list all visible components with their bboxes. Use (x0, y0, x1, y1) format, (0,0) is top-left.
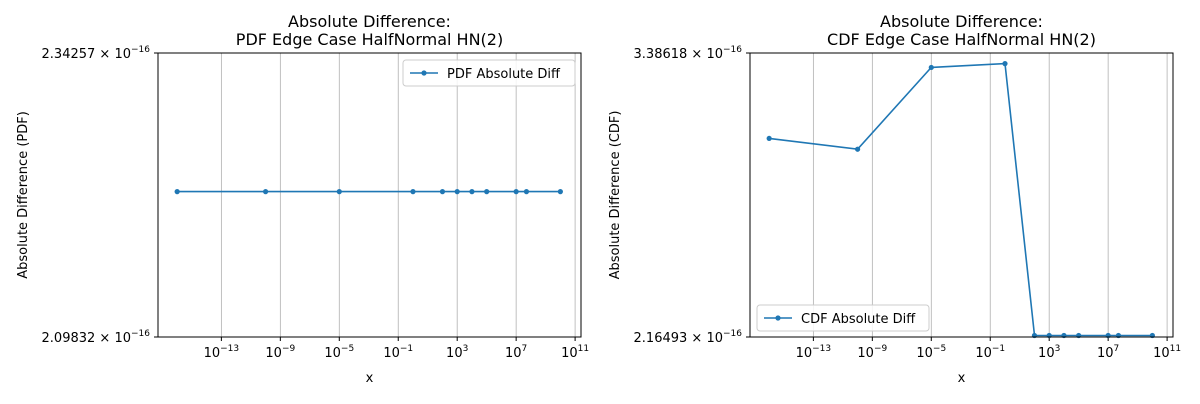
chart-title-line1: Absolute Difference: (880, 12, 1043, 31)
x-tick-label: 107 (1097, 344, 1119, 361)
data-point (174, 189, 180, 195)
data-point (766, 135, 772, 142)
x-tick-label: 1011 (1153, 344, 1181, 361)
y-tick-label: 2.09832 × 10−16 (42, 329, 151, 346)
data-point (1002, 61, 1008, 67)
legend-box (402, 59, 576, 87)
x-tick-label: 10−5 (916, 344, 946, 361)
y-tick-label-mantissa: 3.38618 × 10 (634, 47, 723, 62)
x-tick-label-exponent: 3 (1055, 344, 1061, 354)
x-tick-label: 10−1 (975, 344, 1005, 361)
chart-title-line1: Absolute Difference: (288, 12, 451, 31)
x-tick-label-mantissa: 10 (324, 346, 341, 361)
x-tick-label-mantissa: 10 (796, 346, 813, 361)
x-tick-label: 103 (446, 344, 468, 361)
x-tick-label: 1011 (561, 344, 589, 361)
plot-area-frame (749, 52, 1174, 338)
y-tick-label: 2.16493 × 10−16 (634, 329, 743, 346)
y-tick-label-mantissa: 2.09832 × 10 (42, 331, 131, 346)
data-point (439, 189, 446, 195)
data-point (557, 189, 563, 195)
legend-box (756, 304, 930, 332)
x-tick-label: 10−1 (383, 344, 413, 361)
x-tick-label-mantissa: 10 (446, 346, 463, 361)
data-point (469, 189, 475, 195)
x-tick-label-exponent: 7 (522, 344, 528, 354)
chart-panel-1: Absolute Difference:PDF Edge Case HalfNo… (16, 12, 589, 386)
x-tick-label-exponent: −5 (933, 344, 946, 354)
data-point (928, 64, 934, 71)
x-tick-label-mantissa: 10 (916, 346, 933, 361)
data-point (523, 189, 530, 195)
legend-marker-swatch (775, 315, 781, 321)
legend: PDF Absolute Diff (402, 59, 576, 87)
data-point (854, 146, 861, 152)
legend-label: CDF Absolute Diff (801, 312, 916, 327)
x-tick-label-exponent: −9 (874, 344, 888, 354)
y-tick-label-mantissa: 2.34257 × 10 (42, 47, 131, 62)
data-point (262, 189, 269, 195)
y-axis-label: Absolute Difference (CDF) (608, 111, 623, 280)
x-axis-label: x (366, 371, 374, 386)
x-axis-label: x (958, 371, 966, 386)
x-tick-label-mantissa: 10 (1097, 346, 1114, 361)
data-point (454, 189, 460, 195)
y-tick-label: 3.38618 × 10−16 (634, 45, 743, 62)
chart-panel-2: Absolute Difference:CDF Edge Case HalfNo… (608, 12, 1181, 386)
x-tick-label-exponent: −1 (400, 344, 413, 354)
x-tick-label-exponent: −9 (282, 344, 296, 354)
data-point (410, 189, 416, 195)
x-tick-label-mantissa: 10 (1038, 346, 1055, 361)
y-tick-label: 2.34257 × 10−16 (42, 45, 151, 62)
x-tick-label-mantissa: 10 (505, 346, 522, 361)
x-tick-label: 10−13 (204, 344, 240, 361)
data-point (513, 189, 519, 195)
x-tick-label: 10−9 (265, 344, 295, 361)
x-tick-label: 107 (505, 344, 527, 361)
x-tick-label: 10−9 (857, 344, 887, 361)
legend-label: PDF Absolute Diff (447, 67, 561, 82)
x-tick-label-exponent: −13 (220, 344, 239, 354)
x-tick-label-exponent: 11 (578, 344, 589, 354)
legend-marker-swatch (421, 70, 427, 76)
x-tick-label-mantissa: 10 (975, 346, 992, 361)
y-tick-label-exponent: −16 (723, 329, 742, 339)
x-tick-label-mantissa: 10 (204, 346, 221, 361)
chart-title-line2: CDF Edge Case HalfNormal HN(2) (827, 30, 1096, 49)
x-tick-label-mantissa: 10 (383, 346, 400, 361)
data-point (336, 189, 342, 195)
x-tick-label: 10−5 (324, 344, 354, 361)
x-tick-label-mantissa: 10 (1153, 346, 1170, 361)
x-tick-label: 103 (1038, 344, 1060, 361)
y-axis-label: Absolute Difference (PDF) (16, 111, 31, 279)
x-tick-label-exponent: 7 (1114, 344, 1120, 354)
legend: CDF Absolute Diff (756, 304, 930, 332)
x-tick-label-exponent: −13 (812, 344, 831, 354)
x-tick-label-mantissa: 10 (857, 346, 874, 361)
x-tick-label-mantissa: 10 (265, 346, 282, 361)
x-tick-label-exponent: −1 (992, 344, 1005, 354)
plot-area-frame (157, 52, 582, 338)
x-tick-label-exponent: −5 (341, 344, 354, 354)
chart-title-line2: PDF Edge Case HalfNormal HN(2) (236, 30, 503, 49)
y-tick-label-exponent: −16 (723, 45, 742, 55)
x-tick-label-mantissa: 10 (561, 346, 578, 361)
x-tick-label-exponent: 11 (1170, 344, 1181, 354)
x-tick-label-exponent: 3 (463, 344, 469, 354)
x-tick-label: 10−13 (796, 344, 832, 361)
y-tick-label-exponent: −16 (131, 45, 150, 55)
data-point (484, 189, 490, 195)
y-tick-label-mantissa: 2.16493 × 10 (634, 331, 723, 346)
y-tick-label-exponent: −16 (131, 329, 150, 339)
